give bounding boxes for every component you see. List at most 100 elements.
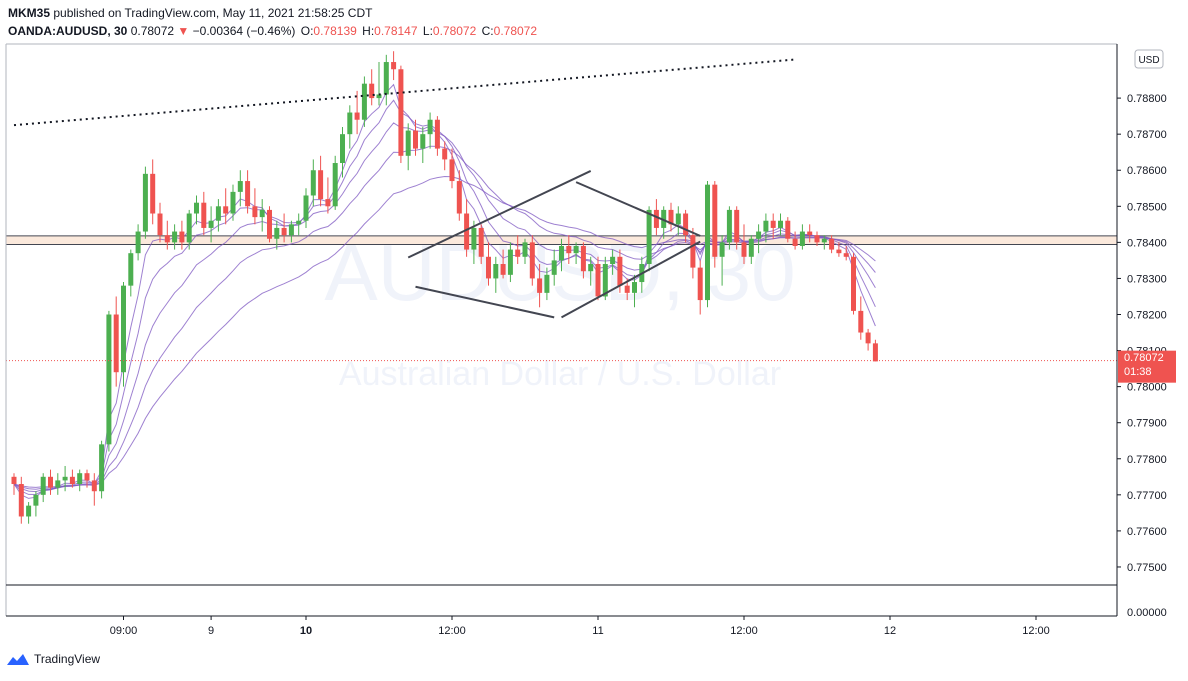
candle-body [106, 314, 112, 445]
candle-body [223, 206, 229, 214]
triangle-line-2[interactable] [415, 285, 555, 319]
candle-body [551, 260, 557, 275]
triangle-line-1[interactable] [407, 170, 592, 259]
candle-body [792, 238, 798, 246]
candle-body [186, 213, 192, 243]
candle-body [288, 224, 294, 236]
candle-body [471, 227, 477, 250]
tradingview-brand[interactable]: TradingView [34, 652, 101, 666]
candle-body [245, 181, 251, 207]
symbol-name: OANDA:AUDUSD, 30 [8, 24, 128, 38]
candle-body [164, 235, 170, 243]
candle-body [427, 119, 433, 135]
price-tick-label: 0.77800 [1127, 454, 1167, 466]
symbol-line: OANDA:AUDUSD, 30 0.78072 ▼ −0.00364 (−0.… [8, 22, 537, 40]
candle-body [230, 191, 236, 214]
publish-info: published on TradingView.com, May 11, 20… [53, 6, 373, 20]
candle-body [40, 476, 46, 495]
time-tick-label: 11 [592, 625, 603, 637]
time-tick-label: 09:00 [110, 625, 138, 637]
candle-body [33, 494, 39, 506]
candle-body [486, 256, 491, 279]
publish-line: MKM35 published on TradingView.com, May … [8, 4, 537, 22]
time-axis[interactable]: 09:00 9 10 12:00 11 12:00 12 12:00 [110, 616, 1050, 637]
author-name[interactable]: MKM35 [8, 6, 51, 20]
candle-body [237, 181, 243, 192]
candle-body [712, 184, 718, 257]
candle-body [113, 314, 119, 373]
candle-body [756, 231, 762, 239]
triangle-line-3[interactable] [561, 240, 701, 319]
candle-body [252, 206, 258, 218]
candle-body [537, 278, 543, 293]
candle-body [807, 231, 813, 236]
candle-body [310, 170, 316, 196]
price-tick-label: 0.78800 [1127, 93, 1167, 105]
last-price-badge [1118, 350, 1176, 383]
candle-body [573, 245, 579, 254]
price-tick-label: 0.77600 [1127, 526, 1167, 538]
candle-body [464, 213, 470, 250]
candle-body [150, 173, 156, 214]
candle-body [325, 199, 331, 207]
time-tick-label: 12 [884, 625, 896, 637]
price-change: −0.00364 (−0.46%) [192, 24, 296, 38]
close-label: C: [481, 24, 494, 38]
candle-body [340, 134, 345, 164]
candle-body [267, 209, 272, 239]
candle-body [172, 231, 178, 243]
candle-body [529, 242, 535, 279]
candle-body [522, 242, 528, 257]
candle-body [215, 206, 221, 221]
candle-body [726, 209, 732, 243]
candle-body [588, 264, 594, 272]
candle-body [179, 231, 185, 243]
drawn-trendlines[interactable] [13, 58, 796, 319]
candle-body [303, 195, 309, 221]
candle-body [719, 242, 725, 257]
candle-body [683, 213, 689, 236]
candle-body [778, 220, 783, 228]
candle-body [84, 473, 90, 481]
candle-body [770, 220, 776, 228]
candle-body [318, 170, 324, 200]
currency-badge[interactable] [1134, 49, 1164, 69]
high-label: H: [362, 24, 375, 38]
candle-body [77, 473, 83, 485]
candle-body [814, 235, 820, 243]
candle-body [11, 476, 17, 485]
candle-body [369, 83, 375, 99]
candle-body [347, 112, 353, 135]
price-axis[interactable]: 0.77500 0.77600 0.77700 0.77800 0.77900 0.780… [1117, 93, 1167, 574]
candle-body [208, 220, 214, 228]
candle-body [18, 484, 24, 517]
candle-body [858, 310, 864, 333]
candle-body [194, 202, 199, 214]
low-value: 0.78072 [432, 24, 477, 38]
time-tick-label: 12:00 [730, 625, 758, 637]
chart-header: MKM35 published on TradingView.com, May … [8, 4, 537, 40]
last-price: 0.78072 [130, 24, 175, 38]
candle-body [668, 209, 674, 225]
price-tick-label: 0.77700 [1127, 490, 1167, 502]
candle-body [500, 264, 506, 275]
candle-body [332, 163, 338, 207]
watermark-description: Australian Dollar / U.S. Dollar [339, 355, 781, 393]
candle-body [865, 332, 871, 344]
indicator-zero-label: 0.00000 [1127, 607, 1167, 619]
time-tick-label: 10 [300, 625, 312, 637]
price-tick-label: 0.78300 [1127, 273, 1167, 285]
price-tick-label: 0.78000 [1127, 382, 1167, 394]
candle-body [602, 264, 608, 297]
candle-body [361, 83, 367, 120]
dotted-trendline[interactable] [13, 58, 796, 127]
candle-body [851, 256, 856, 311]
triangle-line-4[interactable] [575, 181, 701, 237]
candle-body [456, 181, 462, 214]
candle-body [281, 227, 287, 236]
currency-label: USD [1138, 55, 1159, 66]
candle-body [48, 476, 53, 488]
candle-body [62, 476, 68, 481]
candle-body [376, 94, 382, 99]
